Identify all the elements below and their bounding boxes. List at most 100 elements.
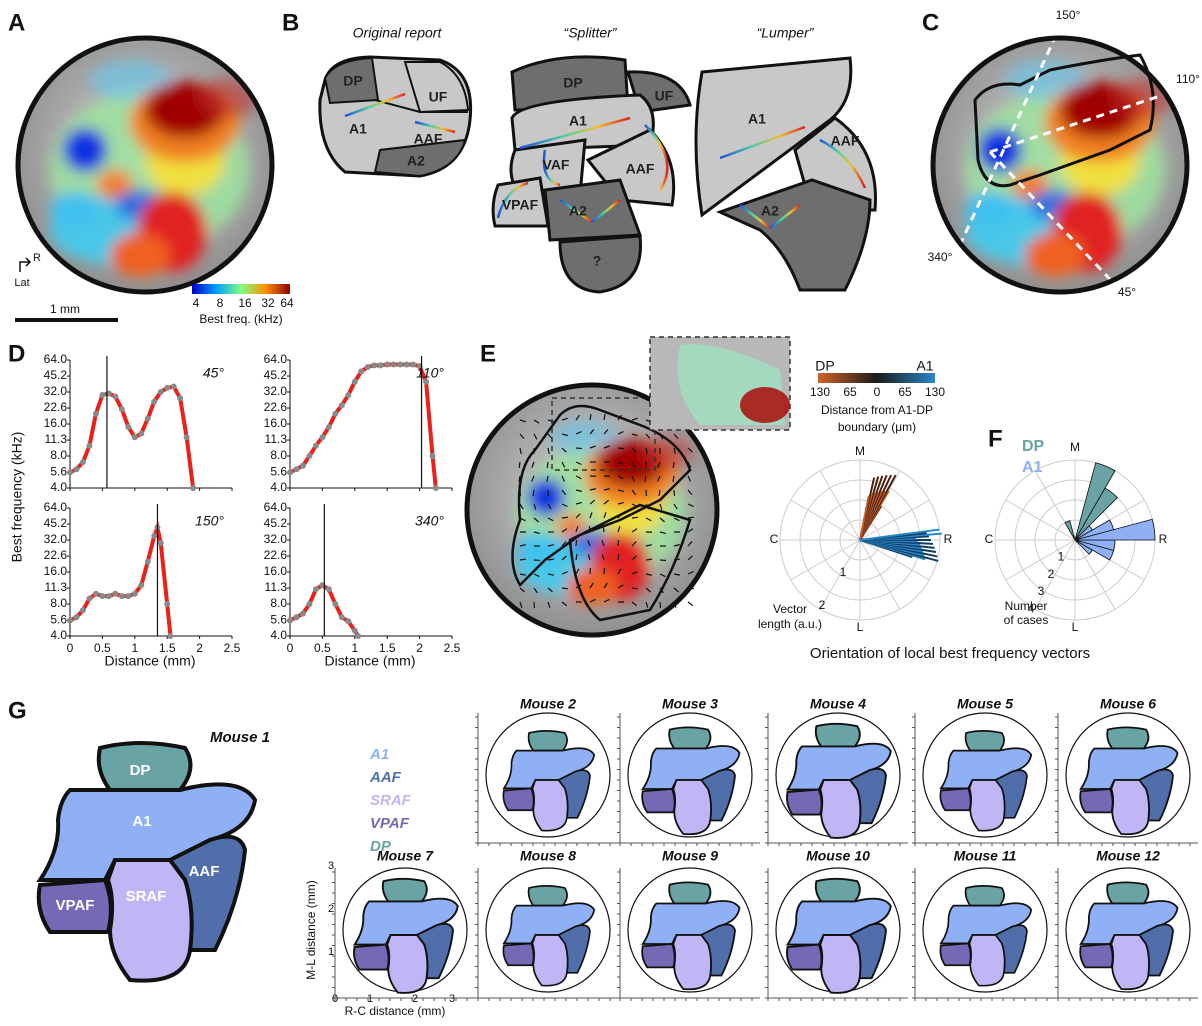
vector-arrow	[645, 462, 646, 468]
y-tick-label: 22.6	[264, 548, 288, 562]
x-axis-title: Distance (mm)	[104, 653, 195, 669]
area-label: UF	[655, 88, 674, 104]
data-point	[99, 392, 105, 398]
area-label: VPAF	[56, 897, 95, 914]
mouse-title: Mouse 1	[210, 729, 270, 746]
direction-label: M	[1070, 440, 1080, 454]
colorbar-tick: 130	[925, 385, 945, 399]
area-label: DP	[563, 75, 582, 91]
y-tick-label: 4.0	[50, 480, 67, 494]
data-point	[319, 434, 325, 440]
data-point	[119, 593, 125, 599]
data-point	[138, 582, 144, 588]
y-tick-label: 32.0	[44, 532, 68, 546]
mouse-title: Mouse 8	[520, 848, 576, 864]
activity-blob	[50, 192, 100, 228]
data-point	[67, 469, 73, 475]
data-point	[326, 586, 332, 592]
panel-label: E	[480, 340, 496, 367]
schematic-title: “Lumper”	[757, 25, 815, 41]
colorbar-tick: 8	[217, 296, 224, 310]
vector-arrow	[646, 559, 652, 560]
y-tick-label: 8.0	[270, 596, 287, 610]
mouse-title: Mouse 6	[1100, 696, 1156, 712]
area-label: VPAF	[502, 197, 539, 213]
r-tick-label: 1	[1058, 549, 1065, 563]
label: 2	[819, 598, 826, 612]
data-point	[93, 591, 99, 597]
y-axis-title: Best frequency (kHz)	[9, 432, 25, 563]
y-tick-label: 22.6	[44, 400, 68, 414]
mouse-title: Mouse 3	[662, 696, 718, 712]
y-tick-label: 3	[328, 860, 334, 872]
y-tick-label: 45.2	[264, 368, 288, 382]
legend-label: A1	[1022, 459, 1043, 476]
y-tick-label: 22.6	[44, 548, 68, 562]
data-point	[326, 424, 332, 430]
mouse-title: Mouse 11	[954, 848, 1017, 864]
data-point	[293, 614, 299, 620]
area-label: AAF	[414, 131, 443, 147]
x-tick-label: 2	[412, 993, 418, 1005]
direction-label: C	[985, 532, 994, 546]
area-label: A1	[349, 121, 367, 137]
y-tick-label: 45.2	[44, 368, 68, 382]
data-point	[164, 385, 170, 391]
y-tick-label: 45.2	[264, 516, 288, 530]
y-tick-label: 16.0	[44, 564, 68, 578]
area-label: AAF	[189, 863, 220, 880]
panel-label: B	[282, 9, 299, 36]
y-tick-label: 11.3	[45, 580, 68, 594]
data-point	[384, 362, 390, 368]
y-tick-label: 64.0	[264, 352, 288, 366]
vector-arrow	[673, 462, 674, 468]
legend-label: VPAF	[370, 815, 410, 832]
x-tick-label: 1	[367, 993, 373, 1005]
label: Vector	[773, 602, 807, 616]
activity-blob	[978, 128, 1022, 172]
rect-shape	[192, 284, 290, 294]
data-point	[151, 533, 157, 539]
vector-arrow	[688, 517, 694, 518]
area-label: A1	[748, 111, 766, 127]
x-axis-title: R-C distance (mm)	[345, 1004, 446, 1018]
data-point	[164, 601, 170, 607]
x-tick-label: 2.5	[444, 641, 461, 655]
y-tick-label: 32.0	[264, 384, 288, 398]
y-tick-label: 8.0	[270, 448, 287, 462]
panel-label: F	[988, 425, 1003, 452]
area-label: A2	[569, 203, 587, 219]
label: 1	[840, 565, 847, 579]
data-point	[293, 466, 299, 472]
data-point	[313, 586, 319, 592]
r-tick-label: 2	[1048, 567, 1055, 581]
data-point	[345, 618, 351, 624]
data-point	[190, 485, 196, 491]
vector-arrow	[603, 526, 604, 532]
y-tick-label: 4.0	[270, 628, 287, 642]
angle-label: 340°	[928, 250, 953, 264]
activity-blob	[110, 233, 170, 277]
data-point	[151, 399, 157, 405]
y-tick-label: 8.0	[50, 596, 67, 610]
data-point	[339, 614, 345, 620]
data-point	[73, 614, 79, 620]
panel-label: G	[8, 697, 27, 724]
y-tick-label: 5.6	[50, 465, 67, 479]
label: R	[33, 252, 41, 264]
legend-label: A1	[369, 746, 389, 763]
label: Distance from A1-DP	[821, 403, 933, 417]
y-tick-label: 5.6	[270, 613, 287, 627]
label: DP	[815, 358, 834, 374]
legend-label: SRAF	[370, 792, 412, 809]
data-point	[158, 389, 164, 395]
data-point	[138, 431, 144, 437]
label: length (a.u.)	[758, 617, 822, 631]
colorbar-tick: 32	[261, 296, 275, 310]
area-label: A1	[132, 813, 151, 830]
vector-arrow	[618, 448, 624, 449]
area-label: AAF	[831, 133, 860, 149]
data-point	[300, 463, 306, 469]
panel-label: A	[8, 9, 25, 36]
